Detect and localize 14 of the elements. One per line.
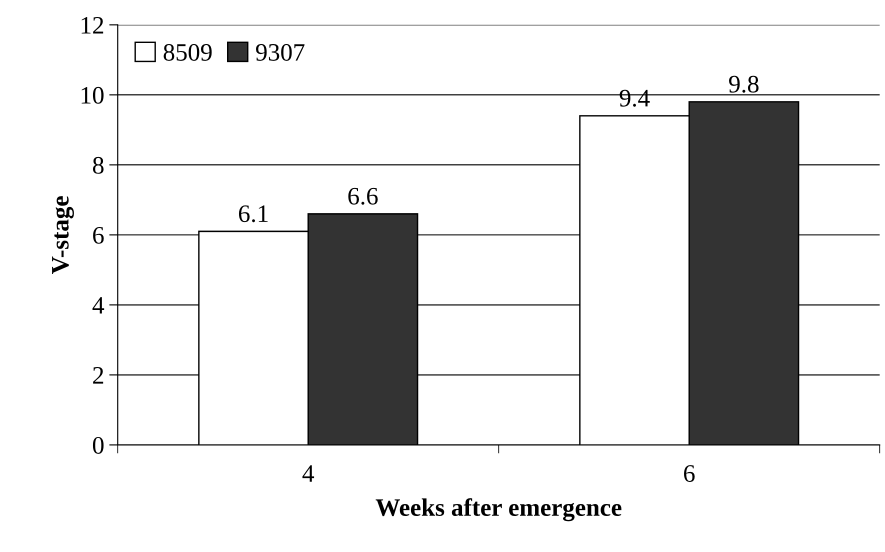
y-tick-label: 8	[92, 156, 104, 174]
data-label: 9.8	[729, 76, 759, 93]
y-tick-label: 0	[92, 436, 104, 454]
data-label: 6.6	[348, 188, 378, 205]
legend-label: 8509	[164, 44, 212, 61]
y-tick-label: 12	[82, 16, 104, 34]
y-tick-label: 2	[93, 367, 104, 384]
y-tick-label: 6	[93, 226, 104, 244]
data-label: 6.1	[238, 205, 268, 222]
y-tick-label: 10	[82, 86, 104, 104]
y-axis-title: V-stage	[52, 196, 74, 274]
y-tick-label: 4	[92, 297, 104, 314]
legend-label: 9307	[256, 44, 304, 61]
x-axis-title: Weeks after emergence	[376, 498, 622, 522]
